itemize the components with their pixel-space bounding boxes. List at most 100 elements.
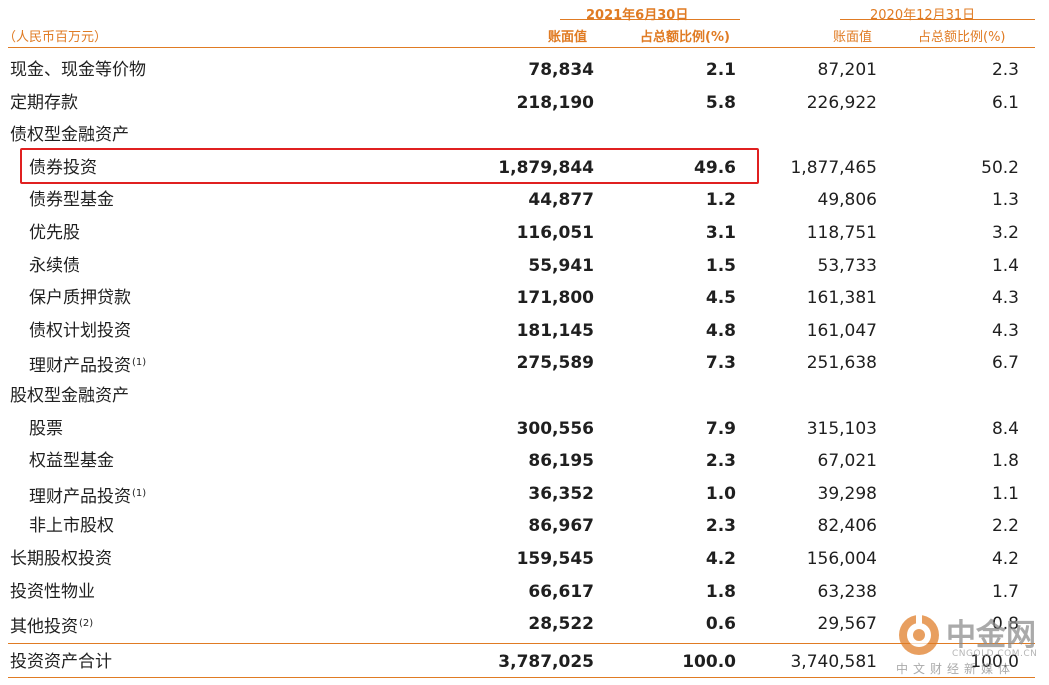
- cell-p2020: 1.7: [991, 581, 1019, 602]
- row-label: 其他投资(2): [10, 614, 93, 637]
- cell-p2021: 1.8: [705, 581, 736, 602]
- row-label-text: 其他投资: [10, 617, 78, 638]
- row-label: 债券投资: [29, 158, 97, 178]
- table-row: 现金、现金等价物 78,834 2.1 87,201 2.3: [0, 55, 1049, 85]
- row-label: 保户质押贷款: [29, 288, 131, 308]
- row-label: 理财产品投资(1): [29, 353, 146, 376]
- cell-v2020: 251,638: [806, 353, 877, 374]
- cell-p2020: 50.2: [981, 157, 1019, 178]
- unit-label: （人民币百万元）: [3, 30, 108, 45]
- period-current-heading: 2021年6月30日: [586, 8, 689, 23]
- footnote-marker: (1): [132, 357, 147, 369]
- cell-v2020: 49,806: [817, 190, 877, 211]
- footnote-marker: (2): [79, 618, 94, 630]
- header-divider: [8, 47, 1035, 48]
- cell-v2021: 86,967: [528, 516, 594, 537]
- cell-v2021: 28,522: [528, 614, 594, 635]
- cell-p2021: 5.8: [705, 92, 736, 113]
- row-label: 定期存款: [10, 93, 78, 113]
- watermark-name: 中金网: [946, 618, 1036, 653]
- row-label: 非上市股权: [29, 516, 114, 536]
- cell-v2021: 181,145: [516, 320, 594, 341]
- cell-v2020: 53,733: [817, 255, 877, 276]
- cell-v2020: 67,021: [817, 451, 877, 472]
- row-label-text: 长期股权投资: [10, 549, 112, 569]
- cell-v2021: 171,800: [516, 288, 594, 309]
- row-label: 永续债: [29, 256, 80, 276]
- cell-v2020: 1,877,465: [790, 157, 877, 178]
- cell-p2021: 4.2: [705, 549, 736, 569]
- table-row: 理财产品投资(1) 275,589 7.3 251,638 6.7: [0, 348, 1049, 378]
- row-label: 债权计划投资: [29, 321, 131, 341]
- table-row: 债权计划投资 181,145 4.8 161,047 4.3: [0, 316, 1049, 346]
- cell-v2021: 36,352: [528, 483, 594, 504]
- cell-p2020: 1.3: [991, 190, 1019, 211]
- cell-v2020: 29,567: [817, 614, 877, 635]
- row-label-text: 股票: [29, 418, 63, 439]
- table-row: 股权型金融资产: [0, 381, 1049, 411]
- row-label: 股票: [29, 419, 63, 439]
- table-row: 债券投资 1,879,844 49.6 1,877,465 50.2: [0, 153, 1049, 183]
- cell-v2021: 86,195: [528, 451, 594, 472]
- table-row: 定期存款 218,190 5.8 226,922 6.1: [0, 88, 1049, 118]
- cell-v2021: 55,941: [528, 255, 594, 276]
- table-row: 优先股 116,051 3.1 118,751 3.2: [0, 218, 1049, 248]
- col-book-value-current: 账面值: [548, 30, 588, 45]
- table-row: 债券型基金 44,877 1.2 49,806 1.3: [0, 185, 1049, 215]
- total-row: 投资资产合计 3,787,025 100.0 3,740,581 100.0: [0, 647, 1049, 677]
- cell-p2020: 1.8: [991, 451, 1019, 472]
- cell-v2020: 82,406: [817, 516, 877, 537]
- cell-p2021: 1.0: [705, 483, 736, 504]
- row-label: 理财产品投资(1): [29, 484, 146, 507]
- row-label-text: 现金、现金等价物: [10, 60, 146, 80]
- table-row: 股票 300,556 7.9 315,103 8.4: [0, 414, 1049, 444]
- row-label-text: 优先股: [29, 223, 80, 243]
- cell-p2020: 8.4: [991, 418, 1019, 439]
- cell-p2021: 1.2: [705, 190, 736, 211]
- cell-p2020: 1.1: [991, 483, 1019, 504]
- row-label-text: 理财产品投资: [29, 356, 131, 377]
- cell-v2021: 44,877: [528, 190, 594, 211]
- table-row: 债权型金融资产: [0, 120, 1049, 150]
- header-divider-top-prior: [840, 19, 1035, 20]
- cell-p2021: 3.1: [705, 223, 736, 243]
- table-row: 投资性物业 66,617 1.8 63,238 1.7: [0, 577, 1049, 607]
- cell-p2020: 4.3: [991, 288, 1019, 309]
- row-label-text: 股权型金融资产: [10, 386, 129, 406]
- row-label-text: 债权型金融资产: [10, 125, 129, 146]
- cell-v2020: 161,381: [806, 288, 877, 309]
- cell-p2021: 49.6: [694, 157, 736, 178]
- cell-p2021: 4.5: [705, 288, 736, 309]
- table-row: 非上市股权 86,967 2.3 82,406 2.2: [0, 511, 1049, 541]
- row-label: 投资性物业: [10, 582, 95, 602]
- table-row: 理财产品投资(1) 36,352 1.0 39,298 1.1: [0, 479, 1049, 509]
- cngold-logo-icon: [899, 615, 939, 655]
- cell-v2021: 78,834: [528, 60, 594, 80]
- table-row: 权益型基金 86,195 2.3 67,021 1.8: [0, 446, 1049, 476]
- cell-p2020: 6.7: [991, 353, 1019, 374]
- row-label: 权益型基金: [29, 451, 114, 471]
- watermark-url: CNGOLD.COM.CN: [952, 649, 1038, 659]
- cell-v2020: 156,004: [806, 549, 877, 569]
- table-row: 永续债 55,941 1.5 53,733 1.4: [0, 251, 1049, 281]
- col-pct-prior: 占总额比例(%): [918, 30, 1006, 45]
- total-label: 投资资产合计: [10, 652, 112, 672]
- row-label: 债权型金融资产: [10, 125, 129, 145]
- cell-v2021: 300,556: [516, 418, 594, 439]
- cell-v2020: 118,751: [806, 223, 877, 243]
- row-label: 长期股权投资: [10, 549, 112, 569]
- cell-p2020: 2.2: [991, 516, 1019, 537]
- cell-p2020: 3.2: [991, 223, 1019, 243]
- col-pct-current: 占总额比例(%): [640, 30, 730, 45]
- row-label-text: 保户质押贷款: [29, 288, 131, 309]
- row-label-text: 权益型基金: [29, 451, 114, 472]
- row-label-text: 永续债: [29, 255, 80, 276]
- row-label: 股权型金融资产: [10, 386, 129, 406]
- highlight-box: [20, 148, 759, 184]
- row-label-text: 债券投资: [29, 157, 97, 178]
- cell-v2021: 1,879,844: [498, 157, 594, 178]
- cell-p2020: 6.1: [991, 92, 1019, 113]
- cell-v2021: 116,051: [516, 223, 594, 243]
- cell-p2021: 0.6: [705, 614, 736, 635]
- footnote-marker: (1): [132, 487, 147, 499]
